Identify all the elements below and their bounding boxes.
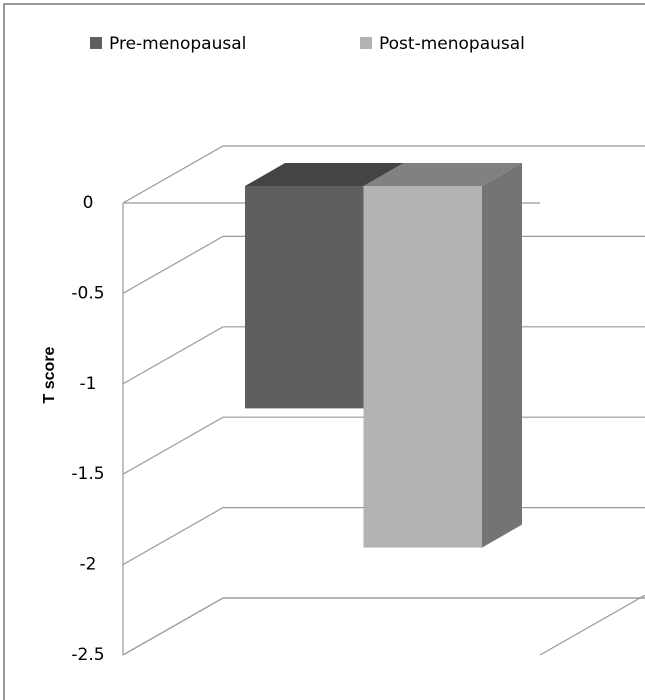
- bar: [363, 186, 482, 548]
- y-tick-label: -2: [80, 555, 97, 575]
- grid-line: [122, 597, 645, 656]
- y-axis-title: T score: [41, 346, 58, 403]
- y-tick-label: -1: [80, 374, 97, 394]
- y-tick-label: 0: [83, 193, 94, 213]
- bar-top: [245, 163, 404, 186]
- legend-label: Post-menopausal: [379, 34, 525, 54]
- bar-side: [482, 163, 522, 548]
- legend-swatch: [360, 37, 372, 49]
- y-tick-label: -0.5: [71, 283, 104, 303]
- grid-line: [122, 145, 645, 204]
- y-tick-label: -1.5: [71, 464, 104, 484]
- bar: [245, 186, 364, 409]
- floor-line: [539, 594, 645, 656]
- y-tick-label: -2.5: [71, 645, 104, 665]
- legend-label: Pre-menopausal: [109, 34, 246, 54]
- bar-top: [363, 163, 522, 186]
- legend-swatch: [90, 37, 102, 49]
